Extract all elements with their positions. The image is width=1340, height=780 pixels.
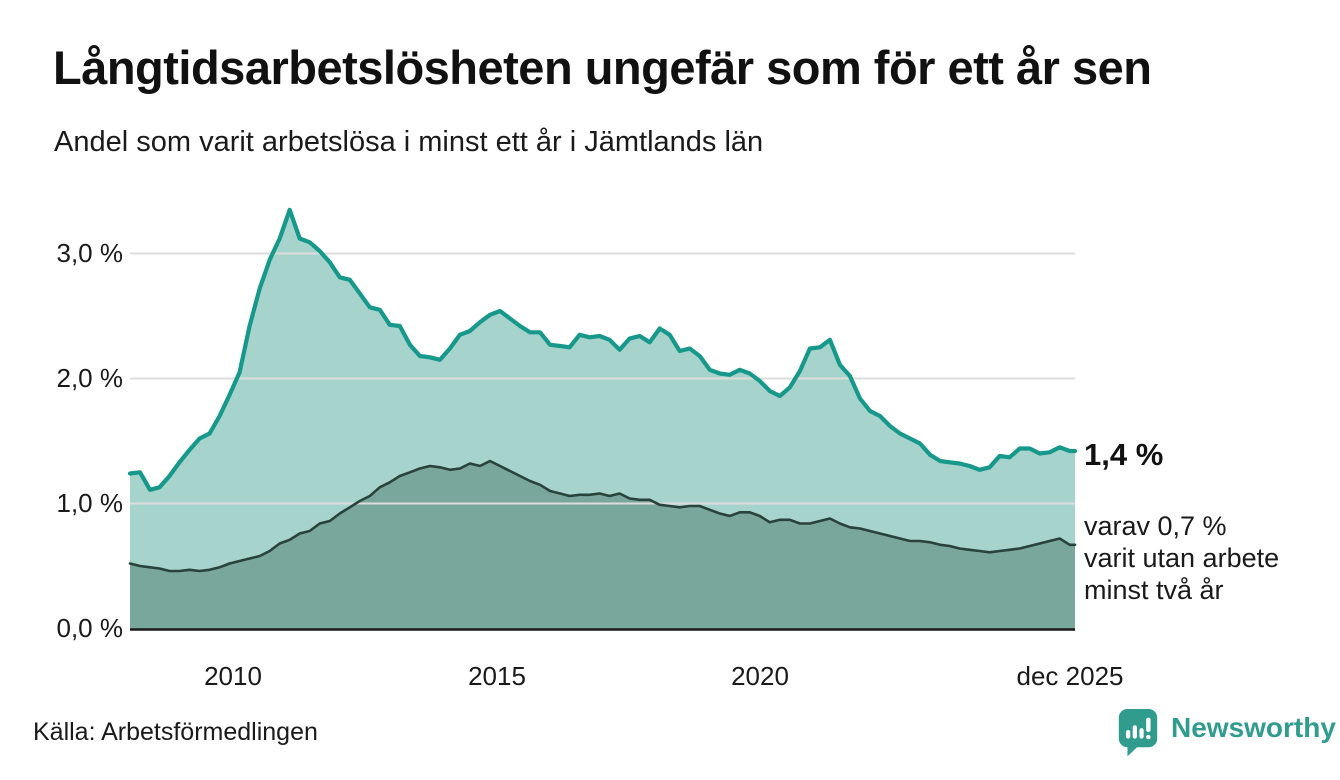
newsworthy-logo: Newsworthy: [1115, 706, 1336, 756]
two-year-note-line: varav 0,7 %: [1084, 511, 1227, 541]
newsworthy-speech-bubble-barchart-icon: [1118, 708, 1158, 756]
y-tick-label: 1,0 %: [56, 488, 124, 518]
y-tick-label: 2,0 %: [56, 363, 124, 393]
two-year-note-line: minst två år: [1084, 575, 1224, 605]
two-year-note: varav 0,7 % varit utan arbete minst två …: [1084, 510, 1279, 606]
x-tick-label: dec 2025: [1016, 661, 1124, 691]
x-tick-label: 2015: [468, 661, 526, 691]
x-tick-label: 2010: [204, 661, 262, 691]
brand-name: Newsworthy: [1171, 712, 1336, 743]
page-subtitle: Andel som varit arbetslösa i minst ett å…: [54, 126, 764, 158]
source-credit: Källa: Arbetsförmedlingen: [33, 718, 318, 746]
two-year-note-line: varit utan arbete: [1084, 543, 1280, 573]
page-title: Långtidsarbetslösheten ungefär som för e…: [53, 41, 1152, 94]
latest-value-label: 1,4 %: [1084, 437, 1164, 472]
x-tick-label: 2020: [731, 661, 789, 691]
two-year-line: [128, 459, 1077, 573]
y-tick-label: 0,0 %: [56, 613, 124, 643]
y-tick-label: 3,0 %: [56, 238, 124, 268]
total-line: [127, 207, 1078, 492]
